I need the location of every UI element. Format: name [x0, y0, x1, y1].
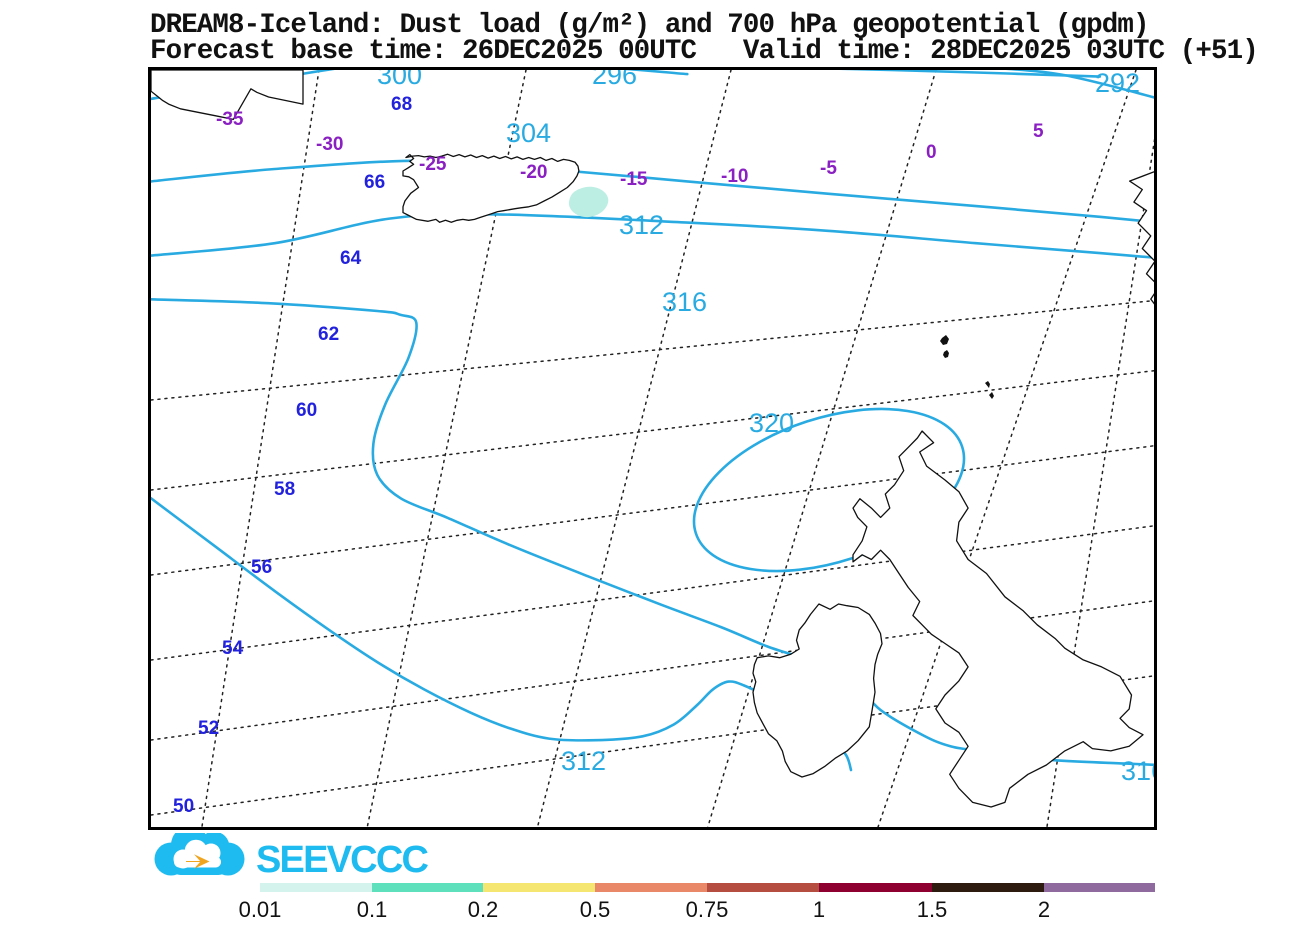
- svg-text:SEEVCCC: SEEVCCC: [256, 839, 428, 881]
